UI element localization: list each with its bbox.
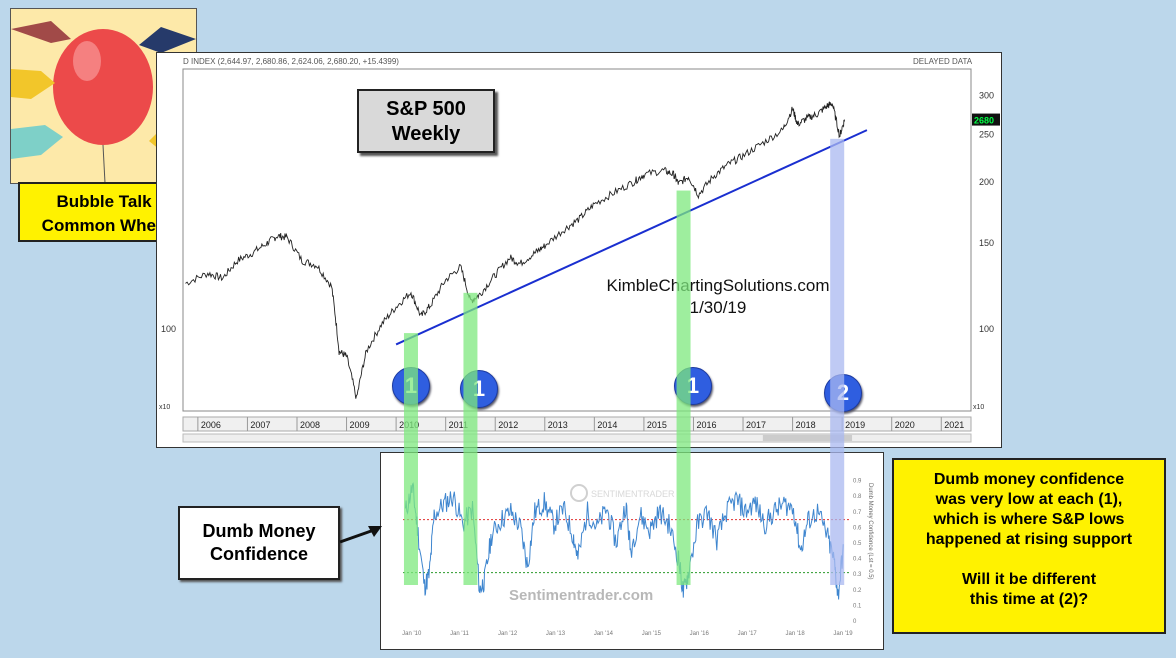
x-tick-2: 2008 bbox=[300, 420, 320, 430]
x-tick-8: 2014 bbox=[597, 420, 617, 430]
note-line2: was very low at each (1), bbox=[935, 491, 1123, 508]
sub-y-tick-5: 0.4 bbox=[853, 557, 862, 563]
dumb-money-label: Dumb Money Confidence bbox=[178, 506, 340, 580]
sentimentrader-logo-mark bbox=[570, 484, 588, 502]
commentary-box: Dumb money confidence was very low at ea… bbox=[892, 458, 1166, 634]
note-line6: this time at (2)? bbox=[969, 591, 1089, 608]
note-line5: Will it be different bbox=[961, 571, 1097, 588]
y-tick-left-0: 100 bbox=[161, 324, 176, 334]
kimble-watermark: KimbleChartingSolutions.com 1/30/19 bbox=[593, 275, 843, 319]
chart-title-line1: S&P 500 bbox=[386, 98, 466, 120]
dumb-money-label-line2: Confidence bbox=[209, 544, 308, 564]
last-price-badge bbox=[972, 113, 1000, 126]
sub-y-tick-7: 0.2 bbox=[853, 588, 862, 594]
sub-x-tick-6: Jan '16 bbox=[690, 631, 710, 637]
x-tick-6: 2012 bbox=[498, 420, 518, 430]
sub-y-tick-3: 0.6 bbox=[853, 525, 862, 531]
marker-1-2010: 1 bbox=[392, 367, 430, 405]
sub-y-tick-1: 0.8 bbox=[853, 494, 862, 500]
y-tick-right-2: 200 bbox=[979, 177, 994, 187]
chart-header-quote: D INDEX (2,644.97, 2,680.86, 2,624.06, 2… bbox=[183, 57, 399, 66]
sub-x-tick-5: Jan '15 bbox=[642, 631, 662, 637]
x-tick-15: 2021 bbox=[944, 420, 964, 430]
sub-y-tick-2: 0.7 bbox=[853, 510, 862, 516]
marker-1-2015: 1 bbox=[674, 367, 712, 405]
sub-y-tick-4: 0.5 bbox=[853, 541, 862, 547]
sub-y-tick-8: 0.1 bbox=[853, 603, 862, 609]
chart-header: D INDEX (2,644.97, 2,680.86, 2,624.06, 2… bbox=[157, 53, 1001, 69]
x-tick-3: 2009 bbox=[350, 420, 370, 430]
plot-area bbox=[182, 68, 972, 412]
sub-x-tick-8: Jan '18 bbox=[786, 631, 806, 637]
dumb-money-series bbox=[404, 482, 844, 600]
x-tick-9: 2015 bbox=[647, 420, 667, 430]
sub-right-axis-title: Dumb Money Confidence (Lst = 0.5) bbox=[867, 483, 873, 580]
bubble-caption-line1: Bubble Talk bbox=[56, 192, 152, 211]
delayed-data-label: DELAYED DATA bbox=[913, 57, 973, 66]
x-tick-4: 2010 bbox=[399, 420, 419, 430]
last-price-text: 2680 bbox=[974, 116, 994, 126]
x-axis-band bbox=[182, 416, 972, 432]
x10-label-right: x10 bbox=[973, 404, 984, 411]
arrow-icon bbox=[339, 526, 382, 544]
y-tick-right-3: 250 bbox=[979, 129, 994, 139]
sub-x-tick-1: Jan '11 bbox=[450, 631, 469, 637]
sentimentrader-logo-text: SENTIMENTRADER bbox=[591, 489, 675, 499]
bubble-caption-line2: Common When bbox=[41, 216, 167, 235]
watermark-site: KimbleChartingSolutions.com bbox=[606, 276, 830, 295]
sub-x-tick-2: Jan '12 bbox=[498, 631, 518, 637]
watermark-date: 1/30/19 bbox=[689, 298, 747, 317]
sp500-chart: 100 100 150 200 250 300 x10 x10 2006 2007 2008 2009… bbox=[159, 68, 1000, 443]
sp500-chart-panel: D INDEX (2,644.97, 2,680.86, 2,624.06, 2… bbox=[156, 52, 1002, 448]
marker-2-2018: 2 bbox=[824, 374, 862, 412]
sub-x-tick-9: Jan '19 bbox=[833, 631, 853, 637]
dumb-money-label-line1: Dumb Money bbox=[202, 521, 316, 541]
note-line1: Dumb money confidence bbox=[933, 471, 1125, 488]
sub-x-tick-4: Jan '14 bbox=[594, 631, 614, 637]
x-tick-12: 2018 bbox=[796, 420, 816, 430]
x-tick-11: 2017 bbox=[746, 420, 766, 430]
note-line4: happened at rising support bbox=[925, 531, 1133, 548]
x-tick-7: 2013 bbox=[548, 420, 568, 430]
x-tick-14: 2020 bbox=[895, 420, 915, 430]
note-line3: which is where S&P lows bbox=[933, 511, 1125, 528]
scrollbar-thumb bbox=[762, 435, 853, 441]
sub-y-tick-0: 0.9 bbox=[853, 479, 862, 485]
sub-y-tick-6: 0.3 bbox=[853, 572, 862, 578]
x-tick-1: 2007 bbox=[250, 420, 270, 430]
sentimentrader-watermark: Sentimentrader.com bbox=[509, 587, 654, 604]
chart-title-box: S&P 500 Weekly bbox=[357, 89, 495, 153]
marker-1-2011: 1 bbox=[460, 370, 498, 408]
x-tick-13: 2019 bbox=[845, 420, 865, 430]
sp500-price-series bbox=[185, 101, 846, 399]
sub-x-tick-3: Jan '13 bbox=[546, 631, 566, 637]
x-tick-5: 2011 bbox=[449, 420, 468, 430]
x-tick-10: 2016 bbox=[696, 420, 716, 430]
sub-x-tick-0: Jan '10 bbox=[402, 631, 422, 637]
y-tick-right-4: 300 bbox=[979, 91, 994, 101]
dumb-money-chart: SENTIMENTRADER Jan '10 Jan '11 Jan '12 Jan '… bbox=[402, 479, 873, 637]
x-tick-0: 2006 bbox=[201, 420, 221, 430]
x10-label-left: x10 bbox=[159, 404, 170, 411]
dumb-money-panel: SENTIMENTRADER Jan '10 Jan '11 Jan '12 Jan '… bbox=[380, 452, 884, 650]
sub-y-tick-9: 0 bbox=[853, 619, 857, 625]
scrollbar-track bbox=[182, 433, 972, 443]
sub-x-tick-7: Jan '17 bbox=[738, 631, 758, 637]
chart-title-line2: Weekly bbox=[391, 123, 461, 145]
y-tick-right-0: 100 bbox=[979, 324, 994, 334]
y-tick-right-1: 150 bbox=[979, 238, 994, 248]
